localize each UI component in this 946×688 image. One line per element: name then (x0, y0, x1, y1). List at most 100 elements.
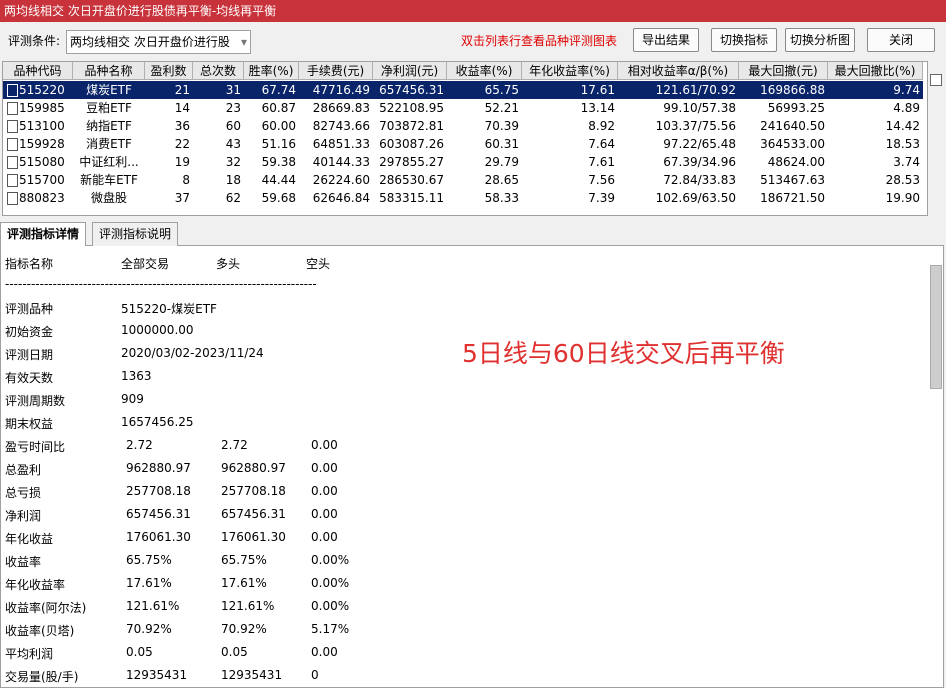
cell[interactable]: 28.65 (484, 173, 519, 187)
cell[interactable]: 32 (225, 155, 241, 169)
cell[interactable]: 97.22/65.48 (663, 137, 736, 151)
cell[interactable]: 515700 (19, 173, 65, 187)
detail-header: 空头 (306, 257, 331, 271)
cell[interactable]: 44.44 (261, 173, 296, 187)
cell[interactable]: 99.10/57.38 (663, 101, 736, 115)
cell[interactable]: 58.33 (484, 191, 519, 205)
cell[interactable]: 513100 (19, 119, 65, 133)
cell[interactable]: 60.87 (261, 101, 296, 115)
cell[interactable]: 62 (225, 191, 241, 205)
cell[interactable]: 13.14 (580, 101, 615, 115)
cell[interactable]: 60.31 (484, 137, 519, 151)
cell[interactable]: 17.61 (580, 83, 615, 97)
cell[interactable]: 603087.26 (379, 137, 444, 151)
cell[interactable]: 26224.60 (312, 173, 370, 187)
cell[interactable]: 7.39 (588, 191, 615, 205)
button[interactable]: 切换指标 (711, 28, 777, 52)
cell[interactable]: 19.90 (885, 191, 920, 205)
cell[interactable]: 60.00 (261, 119, 296, 133)
cell[interactable]: 67.74 (261, 83, 296, 97)
cell[interactable]: 中证红利... (79, 155, 139, 169)
cell[interactable]: 4.89 (893, 101, 920, 115)
button[interactable]: 导出结果 (633, 28, 699, 52)
row-icon (7, 174, 18, 187)
cell[interactable]: 消费ETF (86, 137, 132, 151)
cell[interactable]: 103.37/75.56 (655, 119, 736, 133)
cell[interactable]: 纳指ETF (86, 119, 132, 133)
cell[interactable]: 72.84/33.83 (663, 173, 736, 187)
cell[interactable]: 102.69/63.50 (655, 191, 736, 205)
cell[interactable]: 513467.63 (760, 173, 825, 187)
cell[interactable]: 60 (225, 119, 241, 133)
column-header: 最大回撤(元) (739, 62, 828, 80)
cell[interactable]: 微盘股 (90, 191, 127, 205)
cell[interactable]: 8 (182, 173, 190, 187)
cell[interactable]: 9.74 (893, 83, 920, 97)
cell[interactable]: 286530.67 (379, 173, 444, 187)
cell[interactable]: 48624.00 (767, 155, 825, 169)
title-bar: 两均线相交 次日开盘价进行股债再平衡-均线再平衡 (0, 0, 946, 22)
cell[interactable]: 56993.25 (767, 101, 825, 115)
cell[interactable]: 515080 (19, 155, 65, 169)
cell[interactable]: 7.64 (588, 137, 615, 151)
cell[interactable]: 40144.33 (312, 155, 370, 169)
cell[interactable]: 14.42 (885, 119, 920, 133)
cell[interactable]: 703872.81 (379, 119, 444, 133)
cell[interactable]: 3.74 (893, 155, 920, 169)
cell[interactable]: 28.53 (885, 173, 920, 187)
cell[interactable]: 515220 (19, 83, 65, 97)
cell[interactable]: 18.53 (885, 137, 920, 151)
cell[interactable]: 31 (225, 83, 241, 97)
cell[interactable]: 364533.00 (760, 137, 825, 151)
cell[interactable]: 21 (174, 83, 190, 97)
cell[interactable]: 522108.95 (379, 101, 444, 115)
cell[interactable]: 18 (225, 173, 241, 187)
cell[interactable]: 47716.49 (312, 83, 370, 97)
cell[interactable]: 82743.66 (312, 119, 370, 133)
cell[interactable]: 64851.33 (312, 137, 370, 151)
cell[interactable]: 159985 (19, 101, 65, 115)
tab[interactable]: 评测指标详情 (0, 222, 87, 246)
cell[interactable]: 241640.50 (760, 119, 825, 133)
detail-panel: 指标名称 全部交易 多头 空头 ----------------------------… (0, 245, 944, 688)
cell[interactable]: 67.39/34.96 (663, 155, 736, 169)
cell[interactable]: 29.79 (484, 155, 519, 169)
cell[interactable]: 7.56 (588, 173, 615, 187)
cell[interactable]: 7.61 (588, 155, 615, 169)
cell[interactable]: 59.38 (261, 155, 296, 169)
detail-value: 65.75% (126, 553, 172, 567)
cell[interactable]: 70.39 (484, 119, 519, 133)
cell[interactable]: 新能车ETF (80, 173, 138, 187)
cell[interactable]: 51.16 (261, 137, 296, 151)
detail-value: 962880.97 (126, 461, 191, 475)
cell[interactable]: 22 (174, 137, 190, 151)
cell[interactable]: 28669.83 (312, 101, 370, 115)
cell[interactable]: 煤炭ETF (86, 83, 132, 97)
cell[interactable]: 43 (225, 137, 241, 151)
cell[interactable]: 583315.11 (379, 191, 444, 205)
cell[interactable]: 297855.27 (379, 155, 444, 169)
button[interactable]: 切换分析图 (785, 28, 855, 52)
cell[interactable]: 169866.88 (760, 83, 825, 97)
cell[interactable]: 121.61/70.92 (655, 83, 736, 97)
cell[interactable]: 52.21 (484, 101, 519, 115)
cell[interactable]: 880823 (19, 191, 65, 205)
cell[interactable]: 8.92 (588, 119, 615, 133)
cell[interactable]: 65.75 (484, 83, 519, 97)
cell[interactable]: 62646.84 (312, 191, 370, 205)
cell[interactable]: 159928 (19, 137, 65, 151)
cell[interactable]: 59.68 (261, 191, 296, 205)
cell[interactable]: 37 (174, 191, 190, 205)
button[interactable]: 关闭 (867, 28, 935, 52)
cell[interactable]: 36 (174, 119, 190, 133)
column-header: 相对收益率α/β(%) (618, 62, 739, 80)
cell[interactable]: 186721.50 (760, 191, 825, 205)
tab[interactable]: 评测指标说明 (92, 222, 179, 246)
cell[interactable]: 657456.31 (379, 83, 444, 97)
cell[interactable]: 豆粕ETF (86, 101, 132, 115)
condition-select[interactable]: 两均线相交 次日开盘价进行股 ▾ (66, 30, 251, 54)
column-header: 最大回撤比(%) (828, 62, 923, 80)
cell[interactable]: 23 (225, 101, 241, 115)
cell[interactable]: 19 (174, 155, 190, 169)
cell[interactable]: 14 (174, 101, 190, 115)
